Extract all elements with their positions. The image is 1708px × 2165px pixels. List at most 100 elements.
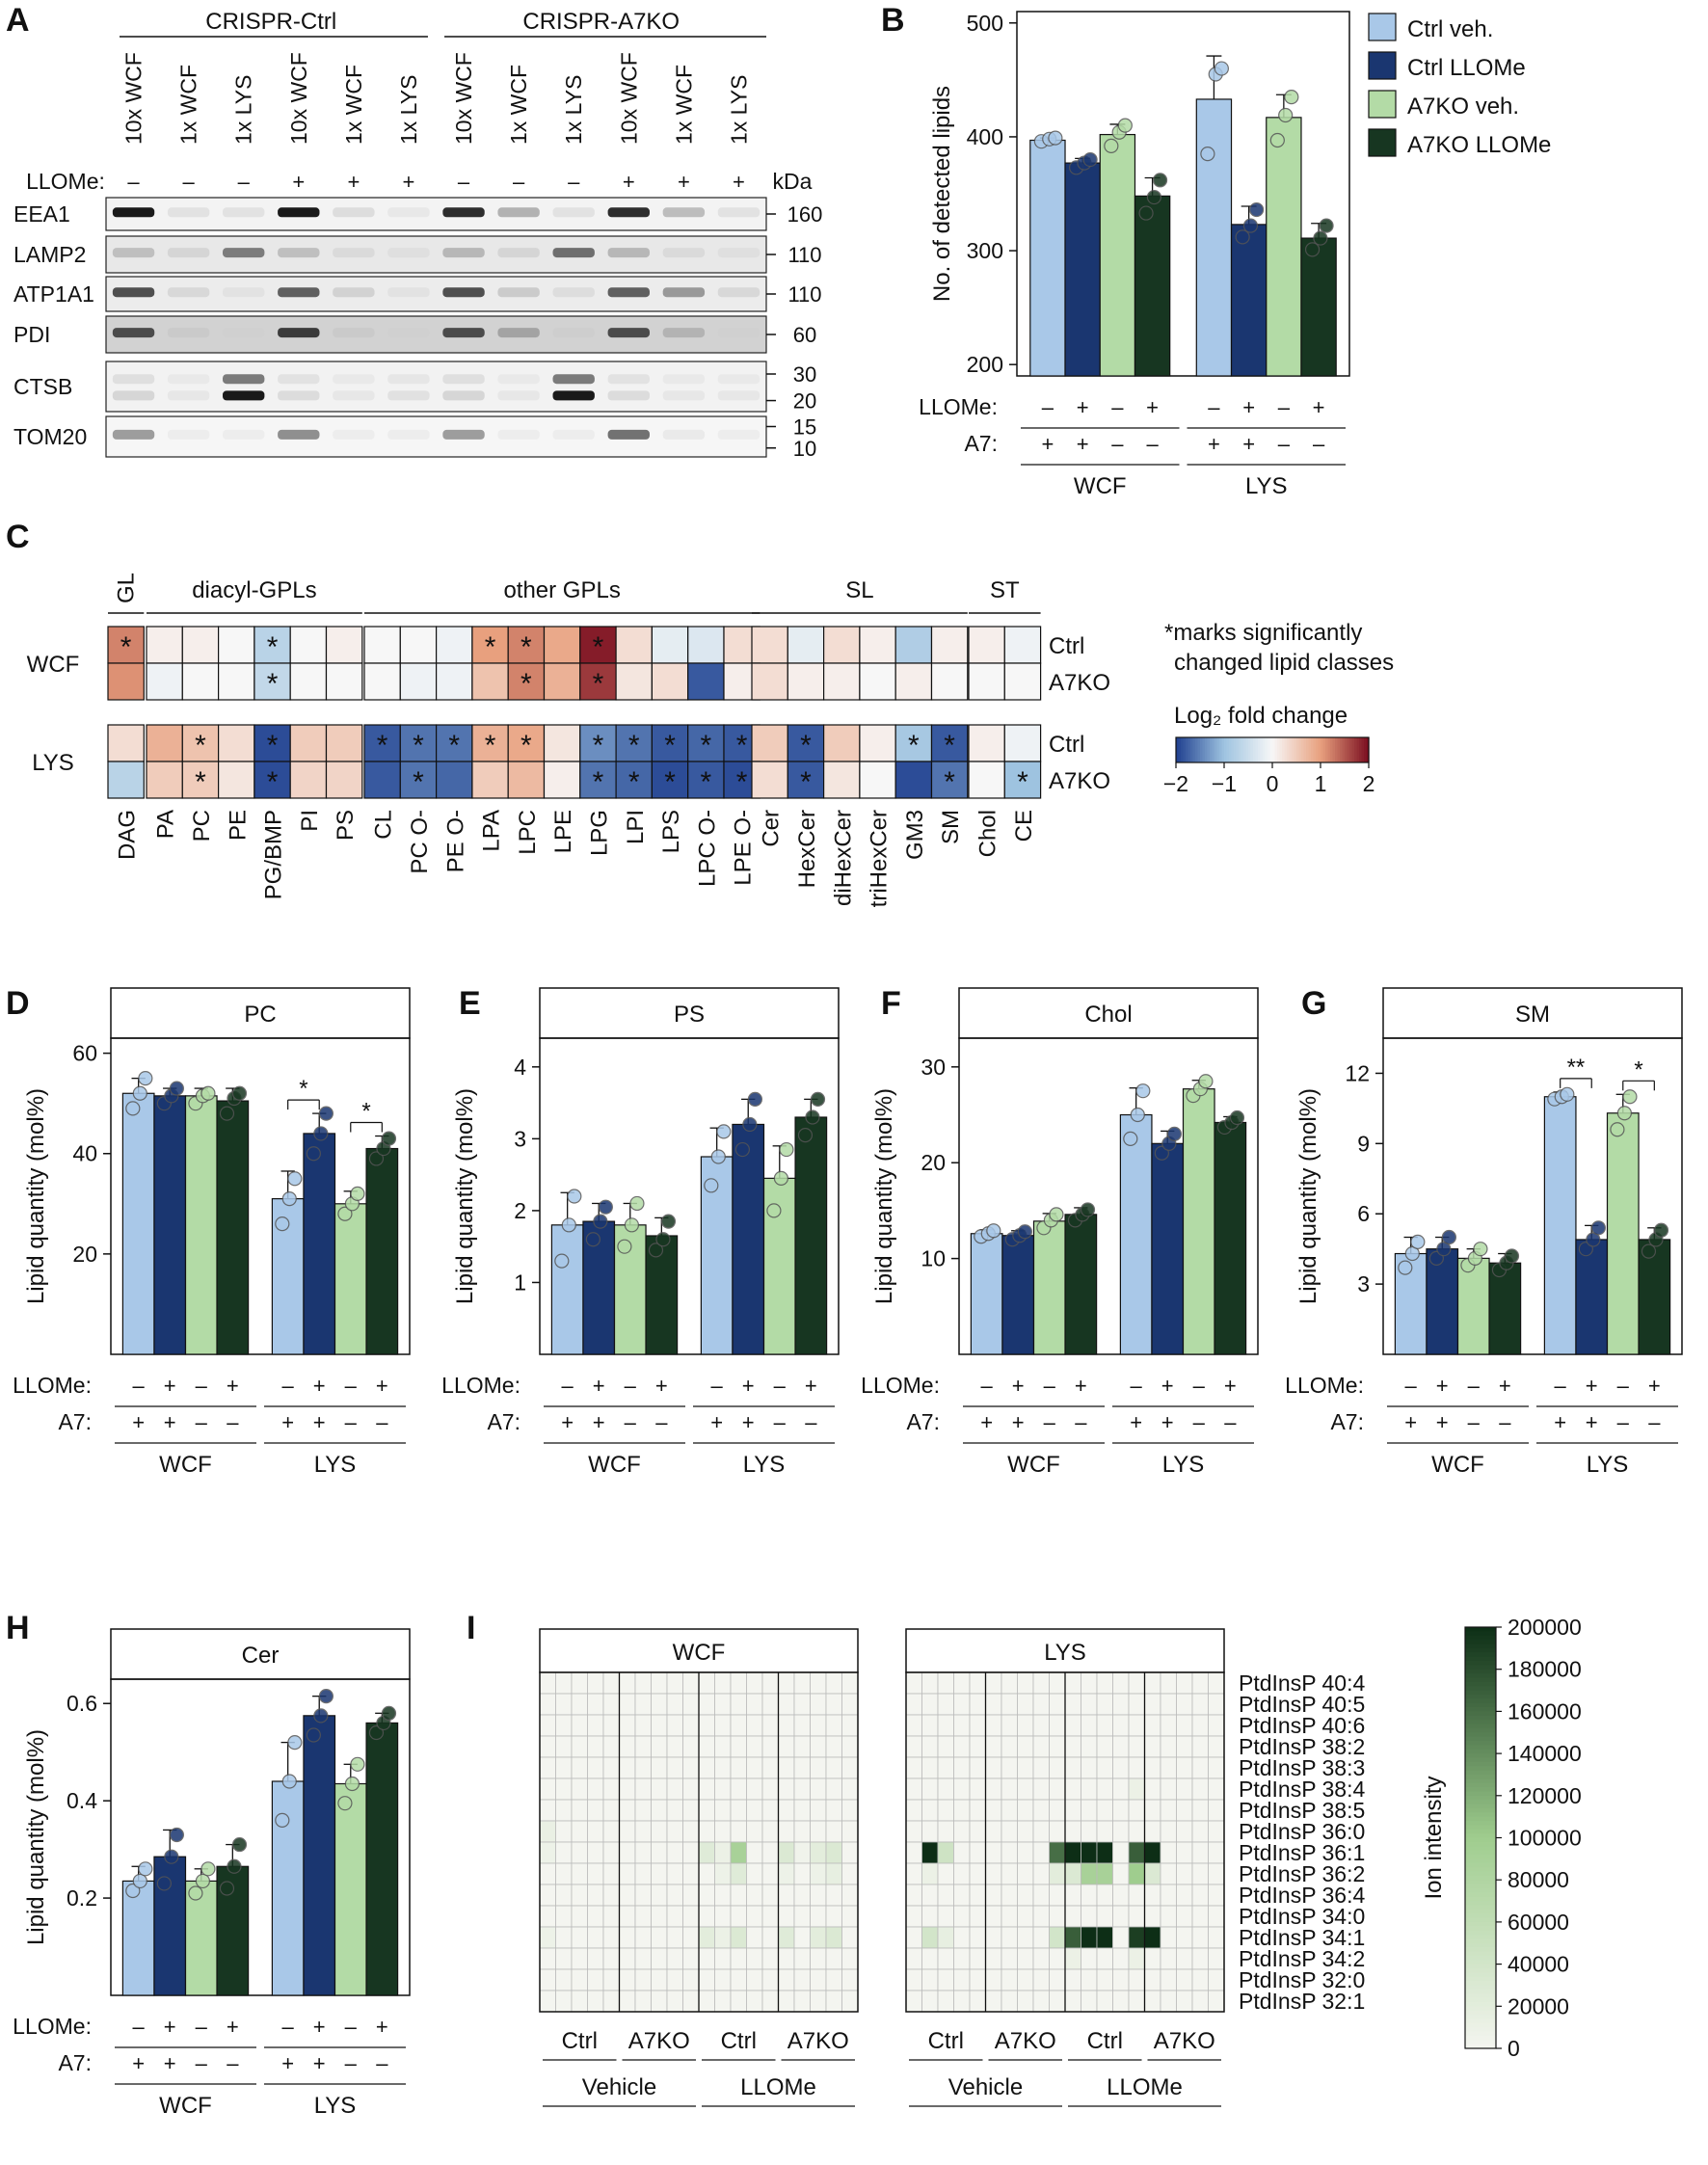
fold-change-cell xyxy=(822,761,861,799)
ion-cell xyxy=(921,1777,939,1801)
ion-cell xyxy=(1208,1735,1225,1758)
ion-cell xyxy=(841,1820,859,1843)
ion-cell xyxy=(1001,1756,1018,1779)
colorbar-step xyxy=(1465,1749,1496,1754)
fold-change-cell xyxy=(399,662,438,701)
ion-cell xyxy=(793,1905,811,1928)
scale-step xyxy=(1330,737,1334,762)
sig-star: * xyxy=(267,730,279,762)
ion-cell xyxy=(602,1905,620,1928)
fold-change-cell xyxy=(822,662,861,701)
colorbar-step xyxy=(1465,1791,1496,1797)
y-tick-label: 2 xyxy=(514,1198,526,1223)
blot-band xyxy=(442,287,485,298)
a7-sign: – xyxy=(376,1410,388,1434)
ion-cell xyxy=(619,1671,636,1695)
a7-sign: + xyxy=(164,1410,176,1434)
scale-step xyxy=(1226,737,1230,762)
ion-cell xyxy=(587,1693,604,1716)
class-label: LPA xyxy=(479,810,505,852)
colorbar-step xyxy=(1465,1736,1496,1742)
ion-cell xyxy=(1208,1841,1225,1864)
fold-change-cell xyxy=(968,662,1005,701)
ion-cell xyxy=(714,1990,732,2013)
bar xyxy=(334,1782,367,1996)
scale-step xyxy=(1205,737,1209,762)
fold-change-cell xyxy=(363,662,401,701)
bar xyxy=(970,1233,1003,1355)
colorbar-tick-label: 120000 xyxy=(1508,1783,1582,1808)
ion-cell xyxy=(1064,1735,1081,1758)
lane-label: 1x LYS xyxy=(726,75,751,145)
facet-title-box xyxy=(110,987,411,1039)
llome-sign: + xyxy=(1077,395,1089,419)
y-tick-label: 500 xyxy=(967,11,1003,36)
fraction-label: WCF xyxy=(1007,1452,1060,1478)
ion-cell xyxy=(985,1947,1002,1970)
sig-star: * xyxy=(593,766,604,798)
ion-cell xyxy=(1096,1926,1113,1949)
ion-cell xyxy=(730,1841,747,1864)
data-point xyxy=(585,1232,600,1247)
ion-cell xyxy=(539,1777,556,1801)
ion-cell xyxy=(602,1990,620,2013)
ion-cell xyxy=(539,1799,556,1822)
bar xyxy=(550,1224,584,1355)
ion-cell xyxy=(651,1777,668,1801)
data-point xyxy=(344,1776,360,1792)
data-point xyxy=(350,1756,365,1772)
ion-cell xyxy=(698,1735,715,1758)
ion-cell xyxy=(985,1799,1002,1822)
class-label: SM xyxy=(938,810,964,844)
scale-step xyxy=(1361,737,1365,762)
ion-cell xyxy=(937,1735,954,1758)
data-point xyxy=(275,1812,290,1828)
colorbar-step xyxy=(1465,1841,1496,1847)
ion-cell xyxy=(953,1947,971,1970)
colorbar-step xyxy=(1465,2031,1496,2037)
sig-star: * xyxy=(908,730,920,762)
ion-cell xyxy=(778,1968,795,1991)
bar xyxy=(1032,1220,1066,1355)
ion-cell xyxy=(1208,1884,1225,1907)
ion-cell xyxy=(571,1841,588,1864)
a7-row-label: A7: xyxy=(1330,1409,1364,1434)
ion-cell xyxy=(969,1884,986,1907)
ion-cell xyxy=(602,1968,620,1991)
ion-cell xyxy=(746,1905,763,1928)
ion-cell xyxy=(1064,1968,1081,1991)
ion-cell xyxy=(651,1714,668,1737)
a7-sign: + xyxy=(1041,432,1054,456)
ion-cell xyxy=(1176,1947,1193,1970)
data-point xyxy=(287,1734,303,1751)
fold-change-cell xyxy=(543,626,581,664)
ion-cell xyxy=(539,1756,556,1779)
row-label: PtdInsP 40:5 xyxy=(1239,1692,1365,1717)
colorbar-tick-label: 160000 xyxy=(1508,1698,1582,1724)
colorbar-tick-label: 80000 xyxy=(1508,1867,1569,1892)
ion-cell xyxy=(1191,1926,1209,1949)
bar xyxy=(1575,1239,1609,1355)
a7-sign: + xyxy=(980,1410,993,1434)
ion-cell xyxy=(571,1968,588,1991)
ion-cell xyxy=(587,1756,604,1779)
ion-cell xyxy=(825,1671,842,1695)
ion-cell xyxy=(1160,1947,1177,1970)
data-point xyxy=(1616,1106,1633,1121)
ion-cell xyxy=(793,1947,811,1970)
ion-cell xyxy=(651,1841,668,1864)
ion-cell xyxy=(698,1671,715,1695)
scale-step xyxy=(1289,737,1293,762)
data-point xyxy=(1304,242,1321,257)
ion-cell xyxy=(682,1799,700,1822)
ion-cell xyxy=(682,1777,700,1801)
ion-cell xyxy=(682,1841,700,1864)
scale-step xyxy=(1325,737,1329,762)
sig-star: * xyxy=(1634,1056,1642,1082)
data-point xyxy=(156,1876,172,1891)
scale-step xyxy=(1186,737,1189,762)
ion-cell xyxy=(1064,1884,1081,1907)
ion-cell xyxy=(761,1862,779,1885)
y-tick-label: 0.4 xyxy=(67,1788,97,1813)
